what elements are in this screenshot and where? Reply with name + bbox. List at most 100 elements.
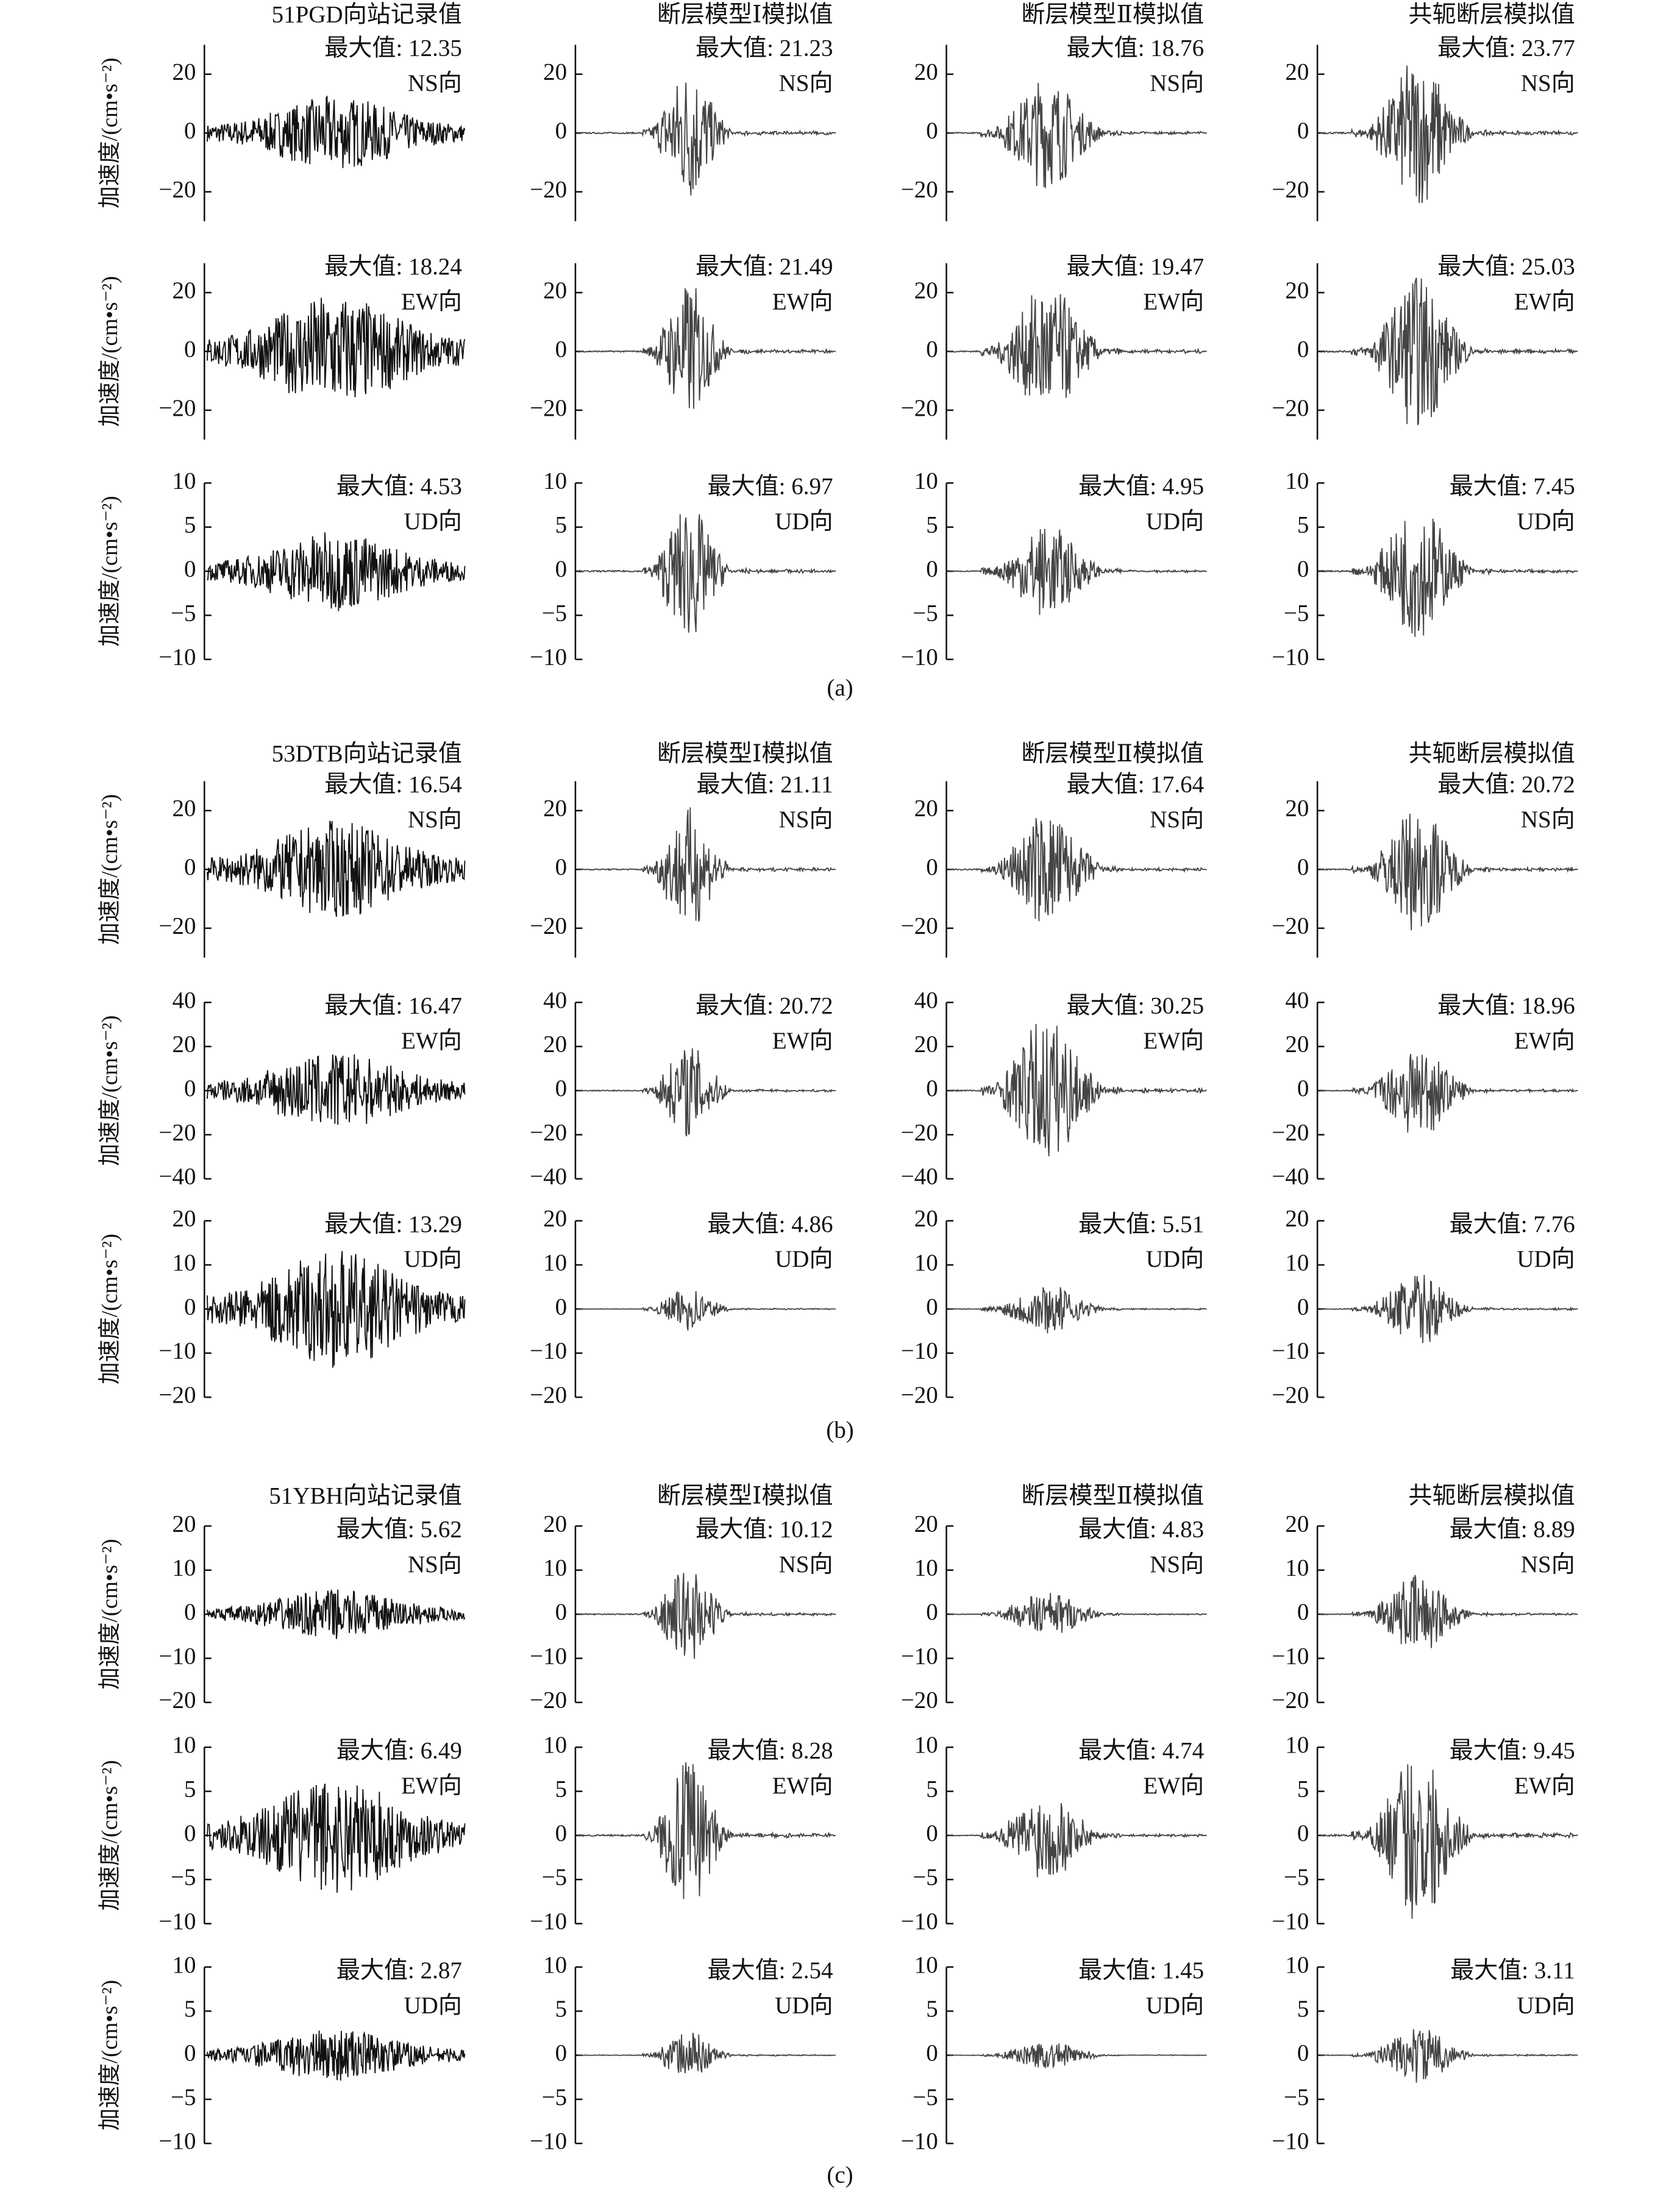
- max-value-label: 最大值: 7.76: [1450, 1211, 1575, 1237]
- y-tick-label: 20: [543, 277, 567, 304]
- y-tick-label: −10: [158, 1909, 196, 1935]
- waveform: [949, 817, 1208, 922]
- waveform: [578, 2032, 836, 2073]
- column-title: 53DTB向站记录值: [272, 741, 462, 767]
- y-tick-label: 20: [173, 796, 196, 822]
- y-tick-label: −10: [1272, 1643, 1309, 1669]
- y-tick-label: −5: [1284, 600, 1309, 626]
- y-tick-label: 20: [173, 59, 196, 85]
- y-tick-label: −20: [530, 1382, 567, 1408]
- waveform: [1320, 1764, 1578, 1919]
- y-tick-label: 0: [926, 1075, 938, 1102]
- y-tick-label: 20: [543, 59, 567, 85]
- max-value-label: 最大值: 2.54: [708, 1957, 833, 1984]
- direction-label: UD向: [1146, 1246, 1204, 1272]
- waveform: [206, 1784, 466, 1893]
- y-tick-label: 20: [1285, 1511, 1309, 1537]
- max-value-label: 最大值: 1.45: [1078, 1957, 1204, 1984]
- y-tick-label: −20: [158, 1382, 196, 1408]
- y-tick-label: 20: [914, 277, 938, 304]
- y-tick-label: 0: [1297, 336, 1309, 362]
- waveform: [577, 1762, 836, 1899]
- y-tick-label: −5: [171, 600, 196, 626]
- waveform: [949, 82, 1208, 188]
- waveform: [1320, 1053, 1578, 1133]
- y-tick-label: −20: [1272, 1382, 1309, 1408]
- direction-label: NS向: [408, 70, 462, 96]
- y-tick-label: 5: [926, 1776, 938, 1803]
- y-tick-label: −10: [901, 1643, 938, 1669]
- y-tick-label: 5: [184, 1996, 196, 2022]
- column-title: 断层模型Ⅱ模拟值: [1021, 741, 1204, 767]
- column-title: 51PGD向站记录值: [272, 2, 462, 28]
- max-value-label: 最大值: 21.23: [696, 35, 833, 62]
- waveform: [206, 1589, 466, 1639]
- y-tick-label: 0: [555, 2040, 568, 2066]
- y-tick-label: 20: [914, 1031, 938, 1058]
- y-tick-label: 5: [926, 1996, 938, 2022]
- y-tick-label: 5: [555, 512, 568, 538]
- direction-label: UD向: [775, 508, 833, 535]
- waveform: [578, 1290, 836, 1331]
- max-value-label: 最大值: 4.53: [336, 473, 462, 499]
- y-tick-label: 0: [1297, 1294, 1309, 1320]
- y-tick-label: −10: [1272, 1338, 1309, 1364]
- y-tick-label: 0: [926, 336, 938, 362]
- direction-label: EW向: [401, 1028, 462, 1054]
- max-value-label: 最大值: 5.62: [336, 1517, 462, 1543]
- waveform: [577, 1573, 836, 1659]
- column-title: 共轭断层模拟值: [1409, 1483, 1575, 1509]
- direction-label: EW向: [1514, 1773, 1575, 1799]
- y-tick-label: 10: [173, 1952, 196, 1978]
- y-tick-label: 20: [914, 59, 938, 85]
- y-axis-label: 加速度/(cm•s⁻²): [97, 276, 122, 427]
- y-tick-label: 40: [173, 987, 196, 1013]
- y-tick-label: −10: [901, 1909, 938, 1935]
- direction-label: UD向: [404, 1246, 461, 1272]
- direction-label: NS向: [779, 70, 833, 96]
- y-tick-label: 10: [1285, 1952, 1309, 1978]
- direction-label: NS向: [1150, 806, 1204, 833]
- y-tick-label: −20: [1272, 913, 1309, 939]
- y-tick-label: 20: [1285, 277, 1309, 304]
- y-tick-label: 20: [914, 1511, 938, 1537]
- y-tick-label: −20: [158, 913, 196, 939]
- max-value-label: 最大值: 9.45: [1450, 1737, 1575, 1764]
- y-tick-label: 20: [1285, 59, 1309, 85]
- y-tick-label: −20: [158, 1687, 196, 1714]
- max-value-label: 最大值: 21.49: [696, 254, 833, 280]
- direction-label: EW向: [1143, 1028, 1204, 1054]
- y-tick-label: 0: [926, 1820, 938, 1846]
- y-tick-label: −20: [901, 395, 938, 421]
- max-value-label: 最大值: 6.49: [336, 1737, 462, 1764]
- max-value-label: 最大值: 4.83: [1078, 1517, 1204, 1543]
- y-tick-label: −20: [530, 177, 567, 203]
- y-tick-label: 0: [555, 1294, 568, 1320]
- y-tick-label: 0: [555, 1075, 568, 1102]
- direction-label: NS向: [779, 806, 833, 833]
- y-tick-label: −40: [158, 1164, 196, 1190]
- y-tick-label: −20: [530, 395, 567, 421]
- y-tick-label: −10: [530, 1338, 567, 1364]
- y-tick-label: −10: [158, 1643, 196, 1669]
- y-tick-label: −10: [530, 644, 567, 671]
- y-tick-label: 0: [184, 1075, 196, 1102]
- y-tick-label: 5: [184, 512, 196, 538]
- direction-label: UD向: [775, 1992, 833, 2018]
- waveform: [949, 1593, 1207, 1633]
- y-tick-label: 0: [184, 1599, 196, 1625]
- waveform: [578, 807, 836, 922]
- y-tick-label: 0: [184, 556, 196, 582]
- direction-label: EW向: [772, 1028, 833, 1054]
- waveform: [207, 2031, 466, 2081]
- y-tick-label: 20: [173, 1206, 196, 1232]
- y-tick-label: −20: [530, 913, 567, 939]
- max-value-label: 最大值: 4.95: [1078, 473, 1204, 499]
- y-tick-label: −10: [158, 2128, 196, 2154]
- y-tick-label: 10: [543, 1732, 567, 1758]
- y-tick-label: −20: [530, 1119, 567, 1145]
- y-tick-label: 0: [555, 118, 568, 144]
- y-tick-label: 0: [926, 854, 938, 880]
- max-value-label: 最大值: 18.96: [1437, 993, 1575, 1019]
- y-tick-label: 20: [543, 1206, 567, 1232]
